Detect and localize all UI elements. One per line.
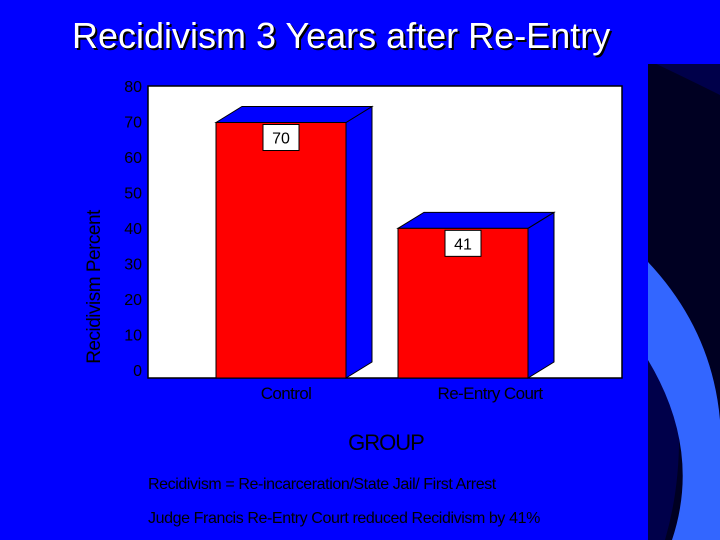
y-tick-label: 70 xyxy=(124,115,142,132)
reduction-note: Judge Francis Re-Entry Court reduced Rec… xyxy=(148,510,540,527)
data-label: 70 xyxy=(272,131,290,148)
y-tick-label: 50 xyxy=(124,186,142,203)
data-label-box xyxy=(444,229,482,257)
y-tick-label: 0 xyxy=(133,363,142,380)
data-label: 41 xyxy=(454,236,472,253)
definition-note: Recidivism = Re-incarceration/State Jail… xyxy=(148,476,496,493)
y-tick-label: 10 xyxy=(124,328,142,345)
y-axis-title: Recidivism Percent xyxy=(84,209,105,364)
x-category-label: Control xyxy=(261,384,312,403)
x-category-label: Re-Entry Court xyxy=(438,384,544,403)
data-label-box xyxy=(262,124,300,151)
y-tick-label: 40 xyxy=(124,221,142,238)
y-tick-label: 80 xyxy=(124,79,142,96)
right-accent-stripe xyxy=(648,262,720,540)
x-axis-title: GROUP xyxy=(348,430,424,455)
y-tick-label: 30 xyxy=(124,257,142,274)
bar-top xyxy=(396,211,556,229)
bar-0 xyxy=(215,122,347,379)
bar-top xyxy=(214,106,374,123)
y-tick-label: 20 xyxy=(124,292,142,309)
y-tick-label: 60 xyxy=(124,150,142,167)
bar-side xyxy=(345,105,373,379)
bar-side xyxy=(527,211,555,379)
slide-title: Recidivism 3 Years after Re-Entry xyxy=(72,15,611,56)
